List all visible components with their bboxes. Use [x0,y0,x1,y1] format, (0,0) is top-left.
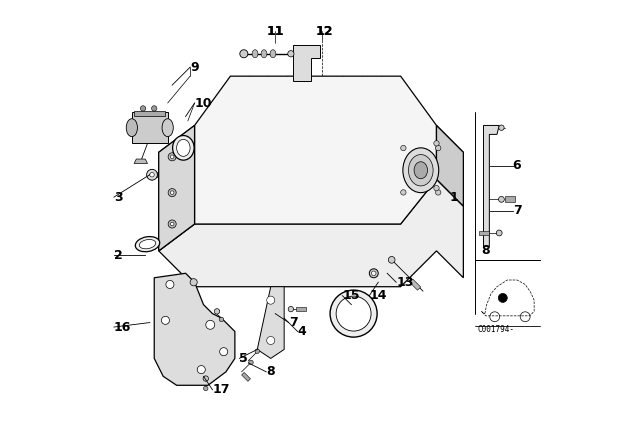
Ellipse shape [434,141,439,146]
Ellipse shape [401,190,406,195]
Ellipse shape [173,135,194,160]
Ellipse shape [252,50,258,58]
Ellipse shape [206,320,215,329]
Ellipse shape [190,279,197,286]
Ellipse shape [388,256,395,263]
Ellipse shape [168,189,176,197]
Polygon shape [436,125,463,206]
Ellipse shape [197,366,205,374]
Ellipse shape [255,349,260,353]
Ellipse shape [336,296,371,331]
Polygon shape [195,76,436,224]
Ellipse shape [499,196,504,202]
Bar [479,231,490,235]
Ellipse shape [203,376,209,381]
Ellipse shape [249,360,253,365]
Ellipse shape [436,146,441,151]
Ellipse shape [436,190,441,195]
Text: 5: 5 [239,352,248,365]
Text: 9: 9 [190,60,198,74]
Ellipse shape [288,51,294,57]
Text: 15: 15 [342,289,360,302]
Bar [296,307,306,311]
Ellipse shape [220,348,228,356]
Polygon shape [159,125,195,251]
Polygon shape [132,112,168,143]
Ellipse shape [170,155,174,159]
Ellipse shape [434,185,439,191]
Polygon shape [257,287,284,358]
Text: 17: 17 [212,383,230,396]
Text: 16: 16 [114,320,131,334]
Ellipse shape [168,153,176,161]
Text: 13: 13 [396,276,413,289]
Bar [242,372,250,381]
Polygon shape [134,111,165,116]
Ellipse shape [147,169,157,180]
Text: 11: 11 [266,25,284,38]
Text: 7: 7 [289,316,298,329]
Ellipse shape [168,220,176,228]
Bar [410,279,420,290]
Text: 8: 8 [481,244,490,258]
Ellipse shape [496,230,502,236]
Ellipse shape [267,336,275,345]
Ellipse shape [140,106,146,111]
Polygon shape [154,273,235,385]
Text: 12: 12 [316,25,333,38]
Polygon shape [436,125,463,206]
Text: 1: 1 [450,190,459,204]
Ellipse shape [401,146,406,151]
Ellipse shape [166,280,174,289]
Text: 10: 10 [195,96,212,110]
Ellipse shape [152,106,157,111]
Ellipse shape [270,50,276,58]
Ellipse shape [126,119,138,137]
Text: 3: 3 [114,190,122,204]
Ellipse shape [177,139,190,156]
Polygon shape [159,179,463,287]
Polygon shape [484,125,499,246]
Ellipse shape [219,317,224,322]
Ellipse shape [267,296,275,304]
Text: C001794-: C001794- [477,325,515,334]
Bar [505,196,515,202]
Ellipse shape [330,290,377,337]
Ellipse shape [170,222,174,226]
Ellipse shape [161,316,170,324]
Text: 14: 14 [369,289,387,302]
Ellipse shape [150,172,154,177]
Ellipse shape [408,155,433,186]
Text: 7: 7 [513,204,522,217]
Text: 8: 8 [266,365,275,379]
Ellipse shape [414,162,428,179]
Ellipse shape [403,148,439,193]
Ellipse shape [261,50,267,58]
Text: 6: 6 [513,159,521,172]
Ellipse shape [499,125,504,130]
Ellipse shape [371,271,376,276]
Ellipse shape [369,269,378,278]
Polygon shape [134,159,148,164]
Ellipse shape [288,306,294,312]
Text: 4: 4 [298,325,307,338]
Ellipse shape [140,240,156,249]
Ellipse shape [240,50,248,58]
Polygon shape [293,45,320,81]
Text: 12: 12 [316,25,333,38]
Ellipse shape [162,119,173,137]
Ellipse shape [499,293,508,302]
Ellipse shape [204,386,208,391]
Polygon shape [159,125,195,251]
Ellipse shape [170,191,174,194]
Ellipse shape [135,237,160,252]
Text: 11: 11 [266,25,284,38]
Ellipse shape [214,309,220,314]
Text: 2: 2 [114,249,123,262]
